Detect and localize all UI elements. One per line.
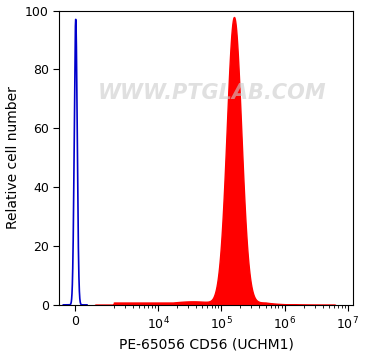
Y-axis label: Relative cell number: Relative cell number	[5, 86, 20, 229]
Text: WWW.PTGLAB.COM: WWW.PTGLAB.COM	[98, 83, 326, 103]
X-axis label: PE-65056 CD56 (UCHM1): PE-65056 CD56 (UCHM1)	[119, 337, 293, 351]
